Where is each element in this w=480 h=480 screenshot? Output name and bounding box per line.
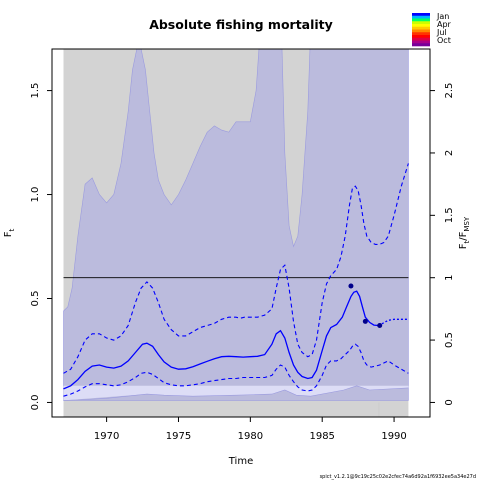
footer-version: spict_v1.2.1@9c19c25c02e2cfec74a6d92a1f6… [320, 474, 476, 480]
legend-swatch-12 [412, 43, 430, 47]
y2-tick-label-1.5: 1.5 [444, 207, 455, 223]
y2-tick-label-2.5: 2.5 [444, 83, 455, 99]
legend-swatch-3 [412, 18, 430, 22]
plot-content [63, 49, 409, 417]
y-axis-label: Ft [3, 228, 16, 237]
y2-tick-label-0.5: 0.5 [444, 332, 455, 348]
x-axis-label: Time [228, 456, 253, 467]
legend-entry-apr: Apr [437, 20, 452, 29]
legend-entry-jan: Jan [436, 12, 449, 21]
x-tick-label-1970: 1970 [94, 431, 119, 442]
chart-title: Absolute fishing mortality [149, 17, 333, 32]
y2-axis-label-mid: /F [458, 231, 469, 240]
legend-swatch-5 [412, 24, 430, 28]
legend-swatch-10 [412, 37, 430, 41]
lower-ci-line [63, 343, 409, 397]
axes: 1970 1975 1980 1985 1990 0.0 0.5 1.0 1.5 0 0.5 1 1.5… [30, 48, 455, 442]
y2-axis-label-sub2: MSY [463, 216, 471, 231]
legend: Jan Apr Jul Oct [412, 12, 452, 47]
inner-ci-band [63, 49, 409, 401]
lower-ci-strip [63, 385, 409, 401]
data-point-3 [377, 323, 383, 329]
y-tick-label-1: 1.0 [30, 187, 41, 203]
legend-entry-jul: Jul [436, 28, 447, 37]
plot-frame [51, 48, 431, 418]
data-point-2 [362, 318, 368, 324]
y-tick-label-0: 0.0 [30, 394, 41, 410]
x-tick-label-1980: 1980 [238, 431, 263, 442]
y2-axis-label-sub1: t [463, 240, 471, 243]
legend-swatch-8 [412, 32, 430, 36]
y2-axis-label-main: F [458, 243, 469, 249]
upper-ci-line [63, 163, 409, 374]
y-tick-label-1.5: 1.5 [30, 83, 41, 99]
data-point-1 [348, 283, 354, 289]
legend-swatch-2 [412, 15, 430, 19]
legend-swatch-9 [412, 35, 430, 39]
y2-axis-label: Ft/FMSY [458, 216, 471, 249]
legend-swatch-6 [412, 26, 430, 30]
x-tick-label-1985: 1985 [309, 431, 334, 442]
x-tick-label-1990: 1990 [381, 431, 406, 442]
y2-tick-label-1: 1 [444, 275, 455, 281]
lower-ci-strip-line [63, 385, 409, 401]
legend-swatch-11 [412, 40, 430, 44]
y-axis-label-sub: t [8, 228, 16, 231]
plot-area [63, 49, 409, 417]
y2-tick-label-0: 0 [444, 399, 455, 405]
x-tick-label-1975: 1975 [166, 431, 191, 442]
legend-swatch-4 [412, 21, 430, 25]
legend-entry-oct: Oct [437, 36, 451, 45]
legend-swatch-1 [412, 13, 430, 17]
estimate-line [63, 290, 379, 390]
legend-color-bar [412, 13, 430, 47]
legend-swatch-7 [412, 29, 430, 33]
y-axis-label-main: F [3, 231, 14, 237]
forecast-line [378, 318, 409, 327]
y-tick-label-0.5: 0.5 [30, 291, 41, 307]
y2-tick-label-2: 2 [444, 150, 455, 156]
